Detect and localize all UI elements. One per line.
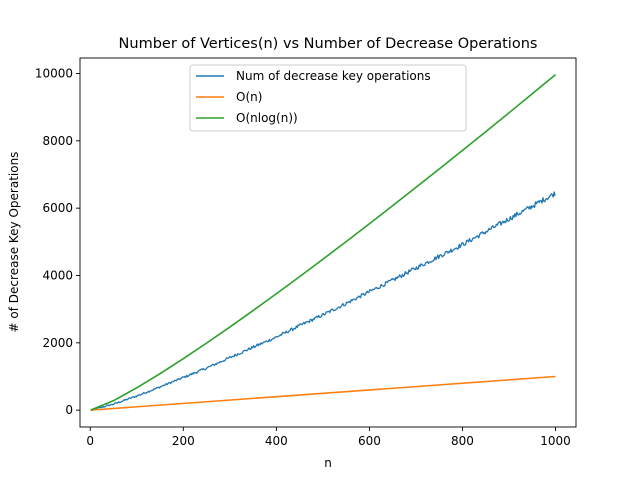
- y-tick-label: 4000: [42, 268, 73, 282]
- y-tick-label: 0: [65, 403, 73, 417]
- plot-frame: [79, 57, 577, 428]
- legend-label-1: O(n): [236, 90, 262, 104]
- plot-lines: [90, 74, 557, 411]
- x-tick-label: 800: [451, 434, 474, 448]
- chart-title: Number of Vertices(n) vs Number of Decre…: [119, 36, 538, 52]
- legend-box: [189, 64, 467, 132]
- y-axis: 0 2000 4000 6000 8000 10000: [35, 66, 80, 417]
- legend: Num of decrease key operations O(n) O(nlog…: [189, 64, 467, 132]
- x-axis-label: n: [324, 456, 332, 470]
- x-tick-label: 400: [265, 434, 288, 448]
- series-line-1: [90, 375, 556, 411]
- x-tick-label: 0: [86, 434, 94, 448]
- y-tick-label: 6000: [42, 201, 73, 215]
- y-tick-label: 8000: [42, 134, 73, 148]
- y-tick-label: 10000: [35, 66, 73, 80]
- x-axis: 0 200 400 600 800 1000: [86, 427, 571, 448]
- x-tick-label: 1000: [540, 434, 571, 448]
- legend-label-2: O(nlog(n)): [236, 111, 298, 125]
- legend-label-0: Num of decrease key operations: [236, 69, 431, 83]
- series-line-0: [90, 191, 556, 411]
- x-tick-label: 600: [358, 434, 381, 448]
- y-tick-label: 2000: [42, 336, 73, 350]
- y-axis-label: # of Decrease Key Operations: [7, 152, 21, 333]
- x-tick-label: 200: [172, 434, 195, 448]
- series-line-2: [90, 74, 557, 411]
